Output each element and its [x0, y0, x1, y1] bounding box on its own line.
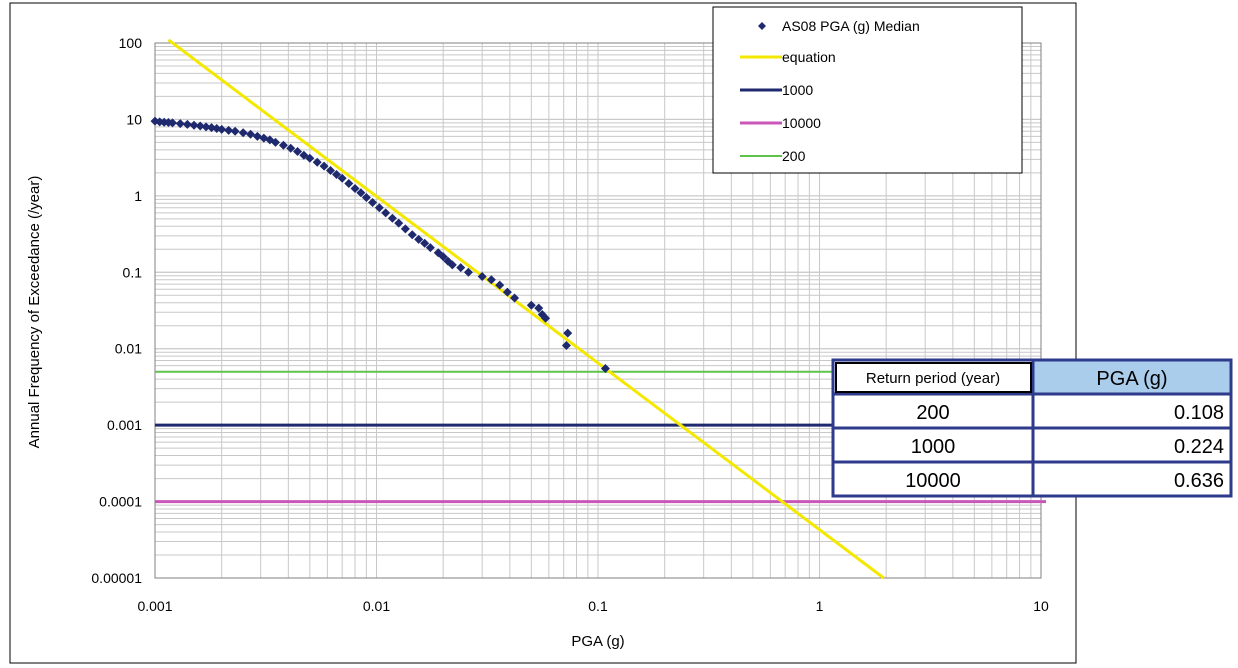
y-tick-label: 100 [119, 35, 143, 51]
table-header-pga: PGA (g) [1096, 368, 1167, 390]
data-point [541, 313, 551, 323]
x-axis-title: PGA (g) [571, 633, 624, 650]
data-point [230, 126, 240, 136]
equation-line-mark [167, 38, 885, 580]
y-tick-labels: 100 10 1 0.1 0.01 0.001 0.0001 0.00001 [91, 35, 142, 586]
x-tick-label: 0.01 [363, 598, 390, 614]
data-point [600, 364, 610, 374]
y-tick-label: 0.1 [123, 264, 143, 280]
y-tick-label: 10 [126, 111, 142, 127]
data-point [387, 213, 397, 223]
table-cell-pga: 0.108 [1174, 402, 1224, 424]
legend-marker-diamond-icon [758, 22, 766, 30]
x-tick-labels: 0.001 0.01 0.1 1 10 [137, 598, 1049, 614]
data-point [563, 328, 573, 338]
y-tick-label: 0.00001 [91, 570, 142, 586]
data-point [189, 120, 199, 130]
data-point [374, 203, 384, 213]
data-point [361, 193, 371, 203]
data-point [293, 147, 303, 157]
table-header-return-period: Return period (year) [866, 370, 1000, 387]
plot-area [154, 42, 1042, 579]
legend-label-1000: 1000 [782, 82, 813, 98]
data-point [326, 165, 336, 175]
data-point [238, 128, 248, 138]
data-point [278, 140, 288, 150]
table-cell-return-period: 1000 [911, 436, 956, 458]
data-point [526, 300, 536, 310]
legend-label-200: 200 [782, 148, 806, 164]
data-point [561, 341, 571, 351]
data-point [312, 157, 322, 167]
legend-label-median: AS08 PGA (g) Median [782, 18, 920, 34]
data-point [414, 234, 424, 244]
equation-line [167, 38, 885, 580]
data-point [368, 197, 378, 207]
data-point [400, 224, 410, 234]
data-point [502, 287, 512, 297]
data-point [337, 173, 347, 183]
y-tick-label: 0.0001 [99, 494, 142, 510]
data-point [182, 119, 192, 129]
data-point [252, 131, 262, 141]
data-point [394, 218, 404, 228]
data-point [456, 263, 466, 273]
data-point [463, 267, 473, 277]
data-point [224, 125, 234, 135]
data-point [175, 119, 185, 129]
return-period-table: Return period (year) PGA (g) 200 0.108 1… [831, 358, 1233, 498]
x-tick-label: 0.001 [137, 598, 172, 614]
x-tick-label: 0.1 [588, 598, 608, 614]
table-cell-return-period: 200 [916, 402, 949, 424]
data-point [217, 124, 227, 134]
data-point [420, 238, 430, 248]
y-tick-label: 0.001 [107, 417, 142, 433]
data-point [350, 183, 360, 193]
median-points [150, 116, 610, 374]
data-point [381, 208, 391, 218]
table-header-cell-border [835, 362, 1032, 393]
data-point [486, 275, 496, 285]
y-axis-title: Annual Frequency of Exceedance (/year) [26, 176, 43, 449]
data-point [407, 230, 417, 240]
data-point [534, 303, 544, 313]
table-cell-pga: 0.224 [1174, 436, 1224, 458]
x-tick-label: 10 [1033, 598, 1049, 614]
legend-label-equation: equation [782, 49, 836, 65]
data-point [195, 121, 205, 131]
legend: AS08 PGA (g) Median equation 1000 10000 … [712, 6, 1023, 174]
data-point [332, 170, 342, 180]
data-point [356, 188, 366, 198]
data-point [271, 137, 281, 147]
data-point [447, 260, 457, 270]
data-point [168, 118, 178, 128]
data-point [299, 150, 309, 160]
data-point [495, 280, 505, 290]
y-tick-label: 1 [134, 188, 142, 204]
data-point [246, 129, 256, 139]
data-point [286, 143, 296, 153]
data-point [201, 122, 211, 132]
data-point [344, 179, 354, 189]
data-point [425, 243, 435, 253]
data-point [319, 161, 329, 171]
data-point [510, 293, 520, 303]
table-cell-return-period: 10000 [905, 470, 961, 492]
data-point [305, 153, 315, 163]
data-point [477, 272, 487, 282]
table-header-fill [1033, 360, 1231, 394]
y-tick-label: 0.01 [115, 341, 142, 357]
legend-label-10000: 10000 [782, 115, 821, 131]
table-cell-pga: 0.636 [1174, 470, 1224, 492]
x-tick-label: 1 [816, 598, 824, 614]
data-point [438, 252, 448, 262]
